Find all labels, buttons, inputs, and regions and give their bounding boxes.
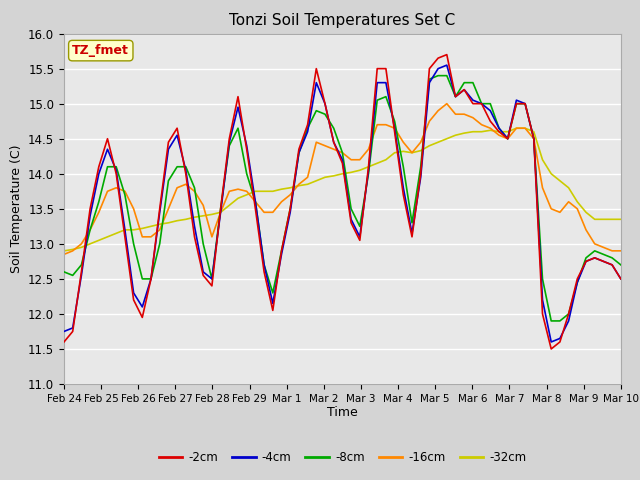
Text: TZ_fmet: TZ_fmet <box>72 44 129 57</box>
Legend: -2cm, -4cm, -8cm, -16cm, -32cm: -2cm, -4cm, -8cm, -16cm, -32cm <box>154 446 531 468</box>
Title: Tonzi Soil Temperatures Set C: Tonzi Soil Temperatures Set C <box>229 13 456 28</box>
X-axis label: Time: Time <box>327 407 358 420</box>
Y-axis label: Soil Temperature (C): Soil Temperature (C) <box>10 144 22 273</box>
